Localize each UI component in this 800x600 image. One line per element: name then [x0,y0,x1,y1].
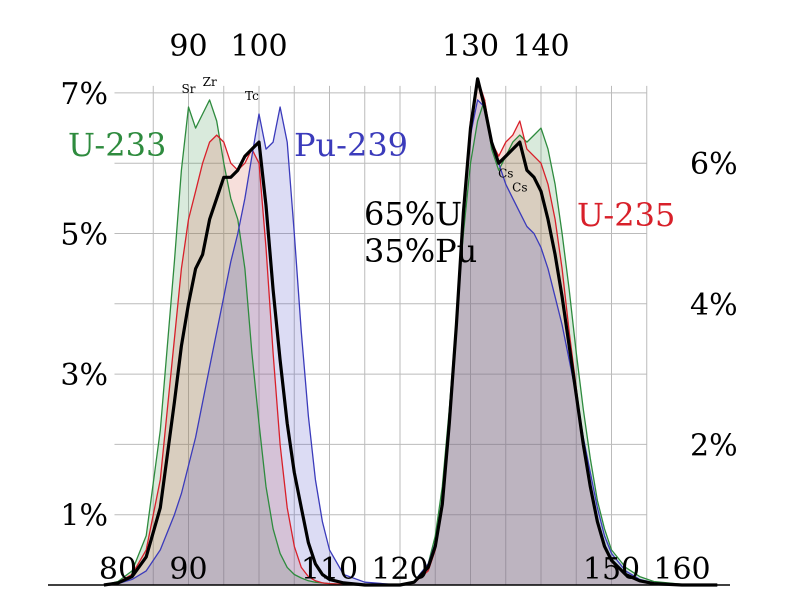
x-tick-label-top: 90 [169,29,207,64]
y-tick-label-right: 4% [690,288,738,323]
x-tick-label-bottom: 110 [301,552,358,587]
x-tick-label-top: 140 [512,29,569,64]
labels: U-233 Pu-239 U-235 65%U 35%Pu 90 100 130 14… [60,29,737,587]
y-tick-label-left: 5% [60,218,108,253]
x-tick-label-bottom: 80 [99,552,137,587]
x-tick-label-top: 130 [442,29,499,64]
series-areas [103,78,718,586]
y-tick-label-right: 6% [690,147,738,182]
series-area-u233 [103,99,718,586]
annotation-label: Cs [512,180,527,194]
annotation-label: Zr [203,75,217,89]
series-line-mix [103,77,718,587]
series-lines [103,77,718,587]
series-label-u233: U-233 [68,126,166,164]
y-tick-label-left: 7% [60,77,108,112]
annotation-label: Sr [182,82,196,96]
series-label-pu239: Pu-239 [294,126,408,164]
y-tick-label-right: 2% [690,428,738,463]
x-tick-label-bottom: 160 [653,552,710,587]
x-tick-label-bottom: 150 [583,552,640,587]
series-area-pu239 [103,99,718,586]
x-tick-label-top: 100 [230,29,287,64]
x-tick-label-bottom: 120 [371,552,428,587]
mix-label-line1: 65%U [364,195,462,233]
y-tick-label-left: 3% [60,358,108,393]
annotation-label: Cs [498,166,513,180]
series-area-u235 [103,78,718,586]
y-tick-label-left: 1% [60,499,108,534]
series-label-u235: U-235 [577,196,675,234]
mix-label-line2: 35%Pu [364,232,477,270]
x-tick-label-bottom: 90 [169,552,207,587]
annotation-label: Tc [245,89,259,103]
